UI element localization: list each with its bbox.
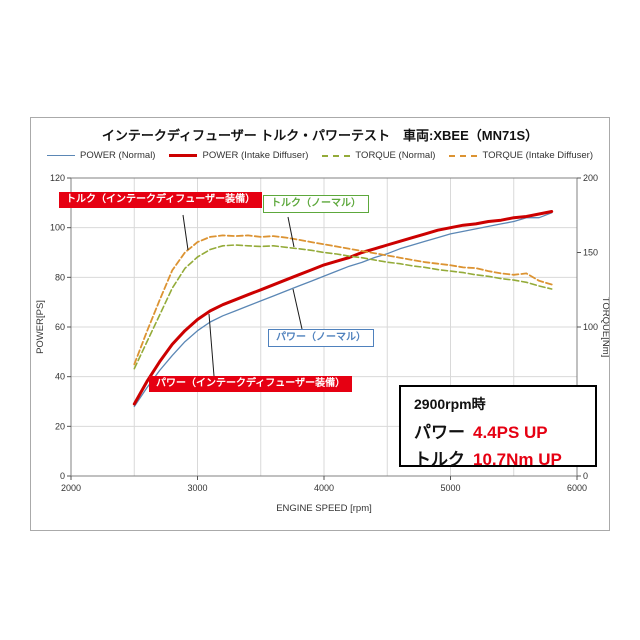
x-tick-label: 6000 bbox=[567, 483, 587, 493]
y-left-tick-label: 100 bbox=[50, 223, 65, 233]
callout-torque-line: トルク 10.7Nm UP bbox=[414, 445, 595, 470]
x-tick-label: 5000 bbox=[440, 483, 460, 493]
chart-plot-area: 2000300040005000600002040608010012005010… bbox=[35, 173, 609, 514]
legend-label-power-diffuser: POWER (Intake Diffuser) bbox=[202, 150, 309, 161]
annotation-leader-line bbox=[208, 313, 215, 377]
callout-torque-value: 10.7Nm UP bbox=[473, 450, 562, 469]
callout-power-line: パワー 4.4PS UP bbox=[414, 418, 595, 443]
y-axis-right-title: TORQUE[Nm] bbox=[600, 297, 609, 358]
chart-title: インテークディフューザー トルク・パワーテスト 車両:XBEE（MN71S） bbox=[101, 128, 539, 143]
y-left-tick-label: 60 bbox=[55, 322, 65, 332]
callout-rpm-heading: 2900rpm時 bbox=[414, 396, 486, 412]
y-axis-left-title: POWER[PS] bbox=[35, 300, 46, 354]
chart-figure: インテークディフューザー トルク・パワーテスト 車両:XBEE（MN71S） P… bbox=[30, 117, 610, 531]
annotation-leader-line bbox=[287, 216, 295, 248]
annotation-leader-line bbox=[182, 214, 189, 251]
legend-item-torque-diffuser: TORQUE (Intake Diffuser) bbox=[449, 150, 593, 161]
series-power-diffuser bbox=[132, 210, 554, 406]
legend-item-torque-normal: TORQUE (Normal) bbox=[322, 150, 435, 161]
y-right-tick-label: 150 bbox=[583, 248, 598, 258]
y-left-tick-label: 120 bbox=[50, 173, 65, 183]
x-axis-title: ENGINE SPEED [rpm] bbox=[276, 503, 372, 514]
y-right-tick-label: 200 bbox=[583, 173, 598, 183]
y-right-tick-label: 100 bbox=[583, 322, 598, 332]
torque-diffuser-line-swatch bbox=[449, 154, 478, 157]
legend-item-power-diffuser: POWER (Intake Diffuser) bbox=[169, 150, 308, 161]
x-tick-label: 4000 bbox=[314, 483, 334, 493]
annotation-leader-line bbox=[292, 288, 303, 330]
callout-power-value: 4.4PS UP bbox=[473, 423, 548, 442]
annotation-torque-diffuser: トルク（インテークディフューザー装備） bbox=[59, 192, 263, 208]
legend-item-power-normal: POWER (Normal) bbox=[47, 150, 155, 161]
legend-label-torque-normal: TORQUE (Normal) bbox=[355, 150, 436, 161]
torque-normal-line-swatch bbox=[322, 154, 351, 157]
chart-legend: POWER (Normal) POWER (Intake Diffuser) T… bbox=[31, 150, 609, 161]
series-torque-diffuser bbox=[133, 234, 553, 366]
annotation-power-diffuser: パワー（インテークディフューザー装備） bbox=[149, 376, 353, 392]
annotation-torque-normal: トルク（ノーマル） bbox=[263, 195, 369, 213]
power-diffuser-line-swatch bbox=[169, 154, 198, 157]
annotation-power-normal: パワー（ノーマル） bbox=[268, 329, 374, 347]
y-left-tick-label: 80 bbox=[55, 272, 65, 282]
result-callout-box: 2900rpm時 パワー 4.4PS UP トルク 10.7Nm UP bbox=[399, 385, 597, 470]
power-normal-line-swatch bbox=[47, 155, 75, 156]
series-torque-normal bbox=[133, 244, 553, 370]
callout-torque-label: トルク bbox=[414, 450, 465, 469]
y-right-tick-label: 0 bbox=[583, 471, 588, 481]
y-left-tick-label: 40 bbox=[55, 372, 65, 382]
y-left-tick-label: 20 bbox=[55, 421, 65, 431]
series-power-normal bbox=[133, 212, 553, 408]
x-tick-label: 2000 bbox=[61, 483, 81, 493]
legend-label-power-normal: POWER (Normal) bbox=[80, 150, 156, 161]
callout-power-label: パワー bbox=[414, 423, 465, 442]
legend-label-torque-diffuser: TORQUE (Intake Diffuser) bbox=[482, 150, 593, 161]
x-tick-label: 3000 bbox=[187, 483, 207, 493]
y-left-tick-label: 0 bbox=[60, 471, 65, 481]
